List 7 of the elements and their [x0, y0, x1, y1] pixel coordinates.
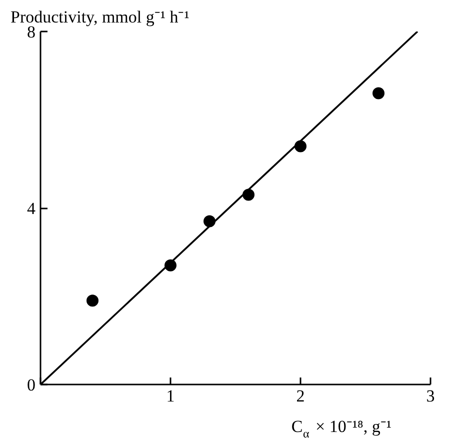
y-tick-label: 0	[27, 376, 36, 394]
y-tick-label: 4	[27, 199, 36, 218]
point	[372, 87, 384, 100]
x-tick-label: 3	[426, 386, 435, 406]
x-tick-label: 1	[166, 386, 175, 406]
x-tick-label: 2	[296, 386, 305, 406]
point	[86, 294, 98, 307]
